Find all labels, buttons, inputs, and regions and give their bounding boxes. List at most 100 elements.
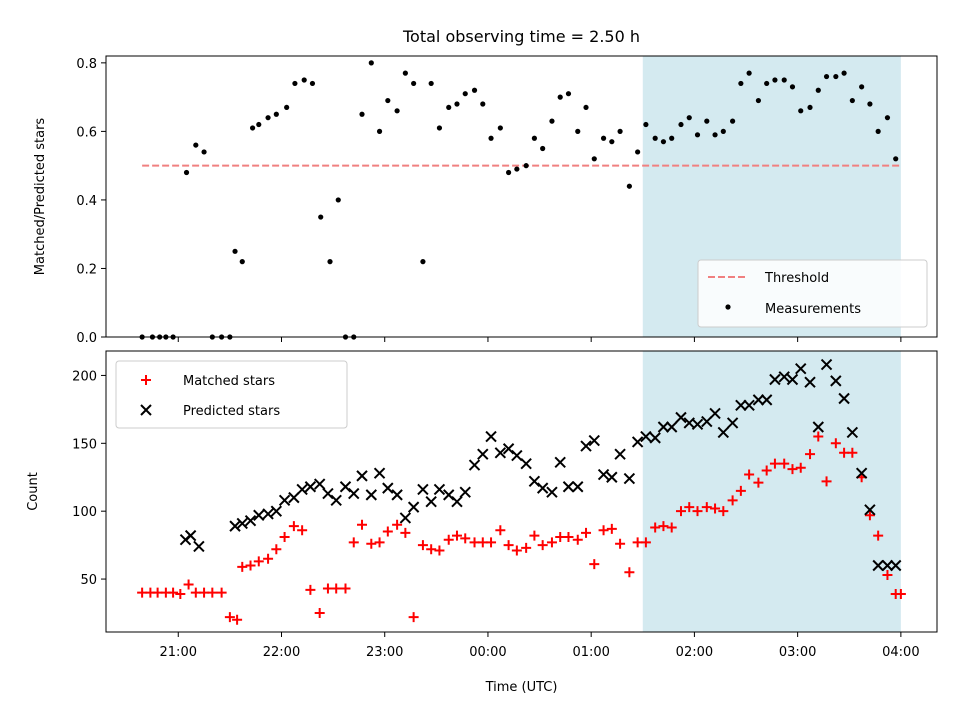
measurement-point — [755, 97, 762, 104]
predicted-star-point — [786, 373, 799, 386]
measurement-point — [575, 128, 581, 134]
matched-star-point — [684, 502, 695, 513]
predicted-star-point — [580, 440, 592, 452]
measurement-point — [807, 104, 813, 111]
matched-star-point — [795, 462, 806, 473]
matched-star-point — [408, 612, 419, 623]
predicted-star-point — [691, 418, 704, 431]
predicted-star-point — [502, 443, 515, 455]
measurement-point — [480, 101, 486, 107]
measurement-point — [265, 115, 271, 121]
measurement-point — [704, 118, 710, 124]
predicted-star-point — [485, 430, 497, 443]
legend-measurements-label: Measurements — [765, 302, 861, 317]
matched-star-point — [821, 476, 832, 487]
measurement-point — [833, 73, 839, 80]
predicted-star-point — [417, 483, 429, 496]
x-tick-label: 03:00 — [779, 645, 816, 660]
measurement-point — [420, 259, 426, 265]
matched-star-point — [787, 464, 798, 475]
bottom-legend-box — [115, 360, 348, 429]
measurement-points — [139, 60, 899, 340]
predicted-star-point — [554, 456, 566, 469]
predicted-star-point — [433, 483, 446, 496]
y-tick-label: 0.8 — [76, 57, 97, 72]
measurement-point — [531, 135, 538, 141]
y-tick-label: 0.6 — [76, 125, 97, 140]
measurement-point — [867, 101, 873, 107]
matched-star-point — [183, 579, 194, 590]
predicted-star-point — [838, 392, 850, 405]
matched-star-point — [400, 527, 411, 538]
predicted-star-point — [623, 472, 636, 485]
measurement-point — [454, 101, 460, 107]
matched-star-point — [830, 438, 841, 449]
predicted-star-point — [244, 514, 257, 527]
measurement-point — [772, 77, 778, 83]
predicted-star-point — [296, 483, 308, 496]
measurement-point — [301, 77, 307, 83]
matched-star-point — [503, 540, 514, 551]
measurement-point — [764, 80, 770, 87]
predicted-star-point — [262, 508, 274, 520]
predicted-star-point — [855, 467, 868, 479]
matched-star-point — [417, 540, 428, 551]
predicted-star-point — [184, 529, 197, 542]
top-axes-frame — [105, 55, 938, 338]
bottom-y-ticks: 50 100 150 200 — [72, 369, 106, 588]
matched-star-point — [495, 525, 506, 536]
measurement-point — [841, 70, 847, 76]
measurement-point — [798, 108, 804, 114]
predicted-star-point — [606, 471, 618, 483]
predicted-star-point — [391, 489, 403, 501]
matched-star-point — [305, 584, 316, 595]
predicted-star-point — [640, 430, 652, 443]
legend-matched-label: Matched stars — [183, 374, 275, 389]
matched-star-point — [537, 540, 548, 551]
measurement-point — [232, 248, 238, 254]
matched-star-point — [168, 587, 179, 598]
matched-star-point — [340, 583, 351, 594]
legend-plus-marker — [141, 375, 151, 385]
predicted-star-point — [657, 421, 670, 433]
matched-star-point — [710, 503, 721, 514]
matched-star-point — [640, 537, 651, 548]
predicted-star-point — [735, 399, 747, 412]
measurement-point — [635, 149, 641, 155]
legend-measurements-swatch — [725, 304, 731, 310]
measurement-point — [436, 125, 443, 131]
predicted-star-point — [890, 559, 902, 572]
matched-star-point — [658, 521, 669, 532]
measurement-point — [183, 169, 190, 176]
predicted-star-point — [348, 487, 360, 500]
predicted-star-point — [546, 486, 558, 498]
predicted-star-point — [356, 470, 368, 482]
predicted-star-point — [760, 394, 773, 406]
predicted-star-point — [812, 421, 824, 433]
predicted-star-point — [709, 407, 721, 420]
x-axis-label: Time (UTC) — [485, 680, 558, 695]
matched-star-point — [847, 447, 858, 458]
measurement-point — [523, 163, 529, 169]
predicted-star-point — [399, 512, 412, 524]
measurement-point — [368, 60, 374, 66]
measurement-point — [201, 149, 207, 155]
y-tick-label: 0.4 — [76, 194, 97, 209]
measurement-point — [193, 142, 199, 148]
measurement-point — [789, 84, 796, 90]
predicted-star-point — [665, 421, 678, 433]
predicted-star-point — [846, 426, 859, 439]
matched-star-point — [873, 530, 884, 541]
legend-predicted-label: Predicted stars — [183, 404, 280, 419]
matched-star-point — [598, 525, 609, 536]
matched-star-point — [460, 533, 471, 544]
measurement-point — [446, 104, 452, 111]
measurement-point — [626, 183, 632, 189]
predicted-star-point — [717, 426, 730, 439]
predicted-star-point — [270, 505, 283, 517]
measurement-point — [249, 125, 256, 131]
predicted-star-point — [872, 559, 884, 572]
x-tick-label: 23:00 — [366, 645, 403, 660]
matched-star-point — [443, 534, 454, 545]
